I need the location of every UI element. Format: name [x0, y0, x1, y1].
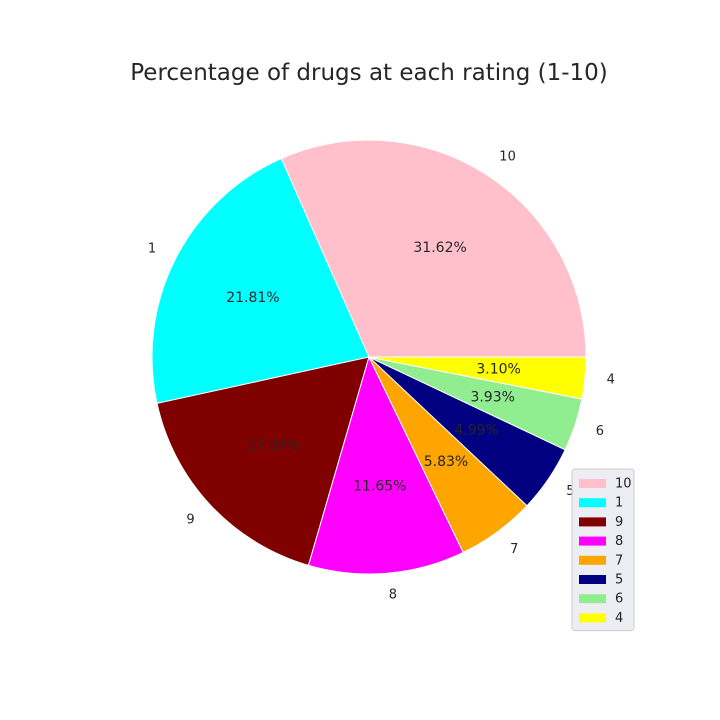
slice-labels: 10 1 9 8 7 5 6 4 [148, 150, 615, 603]
legend-swatch-1 [579, 498, 606, 508]
legend-label-5: 5 [615, 573, 623, 588]
legend-swatch-10 [579, 479, 606, 488]
pie-slice-10 [280, 139, 587, 358]
slice-label-4: 4 [607, 373, 615, 388]
percentage-labels: 31.62% 21.81% 17.07% 11.65% 5.83% 4.99% 3.93% 3… [226, 240, 521, 495]
pie-slice-8 [307, 355, 464, 575]
legend-swatch-5 [579, 575, 606, 584]
pie-slice-9 [156, 356, 370, 566]
legend-label-6: 6 [615, 592, 623, 607]
pct-label-6: 3.93% [470, 390, 514, 406]
legend-label-4: 4 [615, 611, 623, 626]
legend-label-1: 1 [615, 496, 623, 511]
slice-label-10: 10 [499, 150, 516, 165]
chart-title: Percentage of drugs at each rating (1-10… [130, 60, 608, 86]
legend-label-8: 8 [615, 534, 623, 549]
pct-label-1: 21.81% [226, 290, 279, 306]
legend-label-7: 7 [615, 553, 623, 568]
pct-label-9: 17.07% [247, 438, 300, 454]
legend-swatch-9 [579, 517, 606, 527]
pie-slice-4 [368, 356, 587, 400]
legend-swatch-6 [579, 594, 606, 604]
pct-label-4: 3.10% [476, 362, 520, 378]
legend-frame [571, 468, 635, 632]
legend-swatch-8 [579, 536, 606, 546]
legend-label-10: 10 [615, 477, 632, 492]
legend-swatch-7 [579, 555, 606, 565]
slice-label-9: 9 [186, 513, 194, 528]
pct-label-5: 4.99% [454, 422, 498, 438]
legend: 10 1 9 8 7 5 6 4 [571, 468, 635, 632]
pct-label-7: 5.83% [424, 454, 468, 470]
legend-swatch-4 [579, 613, 606, 623]
pie-slices [151, 139, 587, 575]
slice-label-8: 8 [389, 587, 397, 602]
pct-label-8: 11.65% [353, 479, 406, 495]
legend-label-9: 9 [615, 515, 623, 530]
slice-label-5: 5 [566, 484, 574, 499]
pct-label-10: 31.62% [413, 240, 466, 256]
slice-label-1: 1 [148, 242, 156, 257]
slice-label-7: 7 [510, 542, 518, 557]
pie-slice-1 [151, 157, 370, 405]
slice-label-6: 6 [596, 424, 604, 439]
